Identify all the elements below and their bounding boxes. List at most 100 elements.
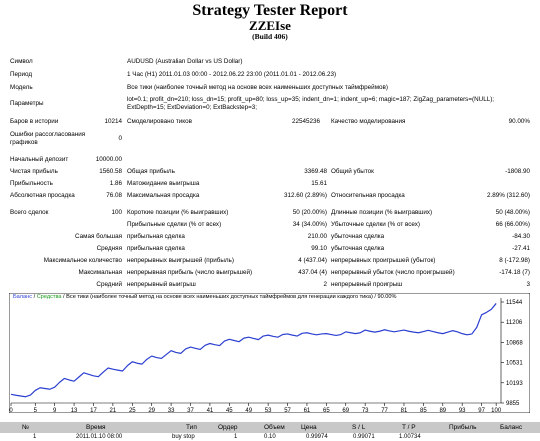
period-value: 1 Час (H1) 2011.01.03 00:00 - 2012.06.22…	[127, 71, 337, 78]
orders-table-header	[0, 422, 540, 433]
row1-sl: 0.99071	[353, 434, 375, 440]
y-tick-label: 10193	[506, 381, 523, 387]
max-cons-profit-value: 437.04 (4)	[298, 269, 327, 276]
long-label: Длинные позиции (% выигравших)	[331, 209, 433, 216]
expert-name: ZZEIse	[249, 18, 291, 34]
x-tick-label: 65	[323, 408, 330, 413]
largest-profit-value: 210.00	[307, 233, 327, 240]
max-cons-losses-value: 8 (-172.98)	[499, 257, 530, 264]
x-tick-label: 61	[304, 408, 311, 413]
profit-factor-value: 1.86	[109, 180, 122, 187]
y-tick-label: 9855	[506, 401, 520, 407]
row1-type: buy stop	[172, 434, 195, 440]
avg-loss-value: -27.41	[512, 245, 530, 252]
model-label: Модель	[10, 84, 33, 91]
x-tick-label: 33	[168, 408, 175, 413]
long-value: 50 (48.00%)	[495, 209, 530, 216]
params-line-2: ExtDepth=15; ExtDeviation=0; ExtBackstep…	[127, 104, 258, 111]
short-label: Короткие позиции (% выигравших)	[127, 209, 229, 216]
x-tick-label: 17	[90, 408, 97, 413]
y-tick-label: 10868	[506, 340, 523, 346]
avg-cons-wins-value: 2	[323, 281, 327, 288]
report-header: Strategy Tester Report ZZEIse (Build 406…	[0, 0, 540, 42]
col-sl: S / L	[352, 424, 366, 431]
row1-time: 2011.01.10 08:00	[76, 434, 123, 440]
x-tick-label: 0	[9, 408, 13, 413]
largest-profit-label: прибыльная сделка	[127, 233, 185, 240]
avg-cons-prefix: Средний	[96, 281, 122, 288]
largest-loss-label: убыточная сделка	[331, 233, 385, 240]
col-order: Ордер	[218, 424, 238, 431]
avg-profit-value: 99.10	[311, 245, 327, 252]
report-title: Strategy Tester Report	[192, 2, 348, 19]
x-tick-label: 73	[362, 408, 369, 413]
max-cons-loss-value: -174.18 (7)	[499, 269, 530, 276]
row1-price: 0.99974	[306, 434, 328, 440]
build-number: (Build 406)	[252, 32, 288, 42]
x-tick-label: 97	[478, 408, 485, 413]
avg-cons-losses-label: непрерывный проигрыш	[331, 281, 403, 288]
row1-volume: 0.10	[264, 434, 276, 440]
largest-loss-value: -84.30	[512, 233, 530, 240]
model-value: Все тики (наиболее точный метод на основ…	[127, 84, 388, 91]
x-tick-label: 37	[187, 408, 194, 413]
expected-payoff-value: 15.61	[311, 180, 327, 187]
gross-loss-value: -1808.90	[505, 168, 530, 175]
params-label: Параметры	[10, 100, 44, 107]
max-cons-wins-label: непрерывных выигрышей (прибыль)	[127, 257, 234, 264]
col-profit: Прибыль	[449, 424, 477, 431]
max-cons-loss-label: непрерывный убыток (число проигрышей)	[331, 269, 455, 276]
col-price: Цена	[301, 424, 317, 431]
row1-order: 1	[234, 434, 238, 440]
params-line-1: lot=0.1; profit_dn=210; loss_dn=15; prof…	[127, 96, 495, 103]
col-volume: Объем	[264, 424, 285, 431]
chart-legend: Баланс / Средства / Все тики (наиболее т…	[13, 294, 397, 300]
period-label: Период	[10, 71, 33, 78]
bars-label: Баров в истории	[10, 118, 59, 125]
x-tick-label: 81	[401, 408, 408, 413]
profit-trades-value: 34 (34.00%)	[292, 221, 327, 228]
legend-separator: /	[32, 294, 37, 300]
rel-dd-value: 2.89% (312.60)	[486, 192, 530, 199]
max-dd-value: 312.60 (2.89%)	[283, 192, 327, 199]
loss-trades-value: 66 (66.00%)	[495, 221, 530, 228]
max-cons-wins-value: 4 (437.04)	[298, 257, 327, 264]
quality-value: 90.00%	[508, 118, 530, 125]
x-tick-label: 69	[342, 408, 349, 413]
x-tick-label: 29	[148, 408, 155, 413]
x-tick-label: 9	[53, 408, 57, 413]
max-cons-losses-label: непрерывных проигрышей (убыток)	[331, 257, 436, 264]
x-tick-label: 89	[439, 408, 446, 413]
row1-tp: 1.00734	[399, 434, 421, 440]
avg-cons-losses-value: 3	[526, 281, 530, 288]
bars-value: 10214	[104, 118, 122, 125]
x-tick-label: 93	[459, 408, 466, 413]
abs-dd-value: 76.08	[106, 192, 122, 199]
profit-trades-label: Прибыльные сделки (% от всех)	[127, 221, 222, 228]
x-tick-label: 45	[226, 408, 233, 413]
col-tp: T / P	[402, 424, 416, 431]
x-tick-label: 25	[129, 408, 136, 413]
errors-value: 0	[118, 135, 122, 142]
loss-trades-label: Убыточные сделки (% от всех)	[331, 221, 420, 228]
avg-loss-label: убыточная сделка	[331, 245, 385, 252]
x-tick-label: 13	[71, 408, 78, 413]
total-trades-label: Всего сделок	[10, 209, 49, 216]
max-cons-profit-label: непрерывная прибыль (число выигрышей)	[127, 269, 253, 276]
max-count-prefix: Максимальное количество	[43, 257, 122, 264]
col-balance: Баланс	[500, 424, 523, 431]
errors-label-1: Ошибки рассогласования	[10, 131, 86, 138]
legend-equity: Средства	[36, 294, 62, 300]
x-tick-label: 85	[420, 408, 427, 413]
x-tick-label: 77	[381, 408, 388, 413]
y-tick-label: 10531	[506, 361, 523, 367]
largest-prefix: Самая большая	[75, 233, 122, 240]
x-tick-label: 21	[110, 408, 117, 413]
maximal-prefix: Максимальная	[78, 269, 123, 276]
x-tick-label: 49	[245, 408, 252, 413]
legend-balance: Баланс	[13, 294, 33, 300]
symbol-label: Символ	[10, 58, 33, 65]
x-tick-label: 41	[207, 408, 214, 413]
errors-label-2: графиков	[10, 139, 38, 146]
profit-factor-label: Прибыльность	[10, 180, 53, 187]
